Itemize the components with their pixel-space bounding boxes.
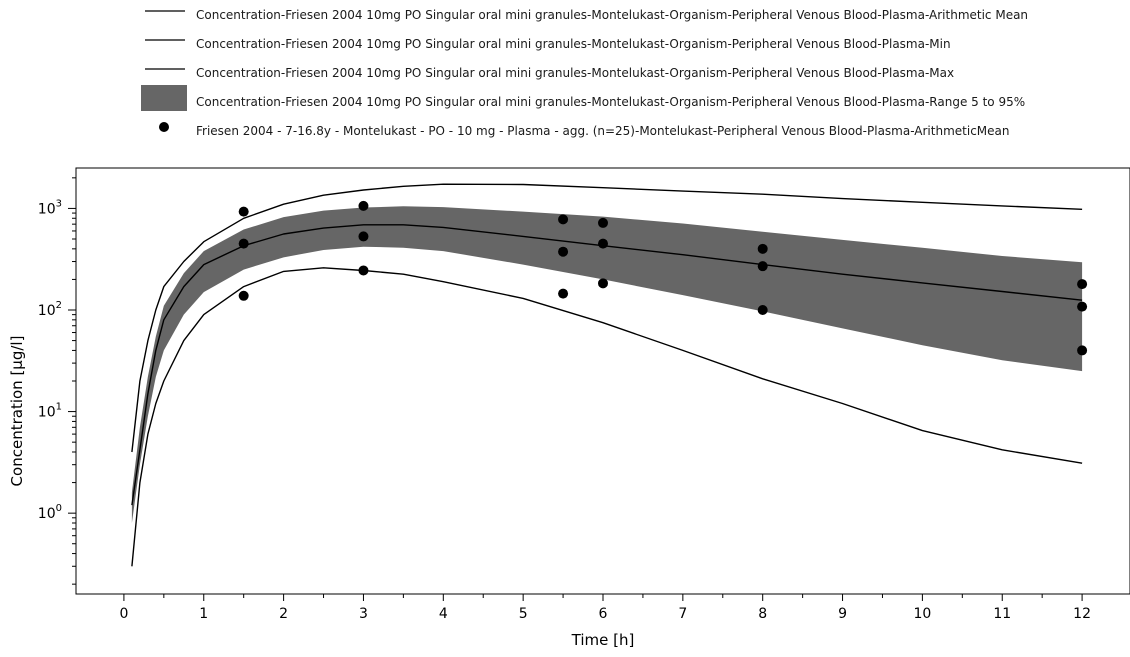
observed-data-point [1077, 279, 1088, 290]
legend-entry: Concentration-Friesen 2004 10mg PO Singu… [141, 85, 1025, 111]
x-tick-label: 10 [913, 606, 931, 622]
x-axis-label: Time [h] [571, 631, 635, 649]
y-axis-label: Concentration [µg/l] [8, 336, 26, 487]
legend-entry: Concentration-Friesen 2004 10mg PO Singu… [145, 66, 954, 80]
x-tick-label: 11 [993, 606, 1011, 622]
observed-data-point [238, 290, 249, 301]
y-tick-label: 103 [38, 198, 62, 217]
legend-label: Concentration-Friesen 2004 10mg PO Singu… [196, 8, 1028, 22]
y-tick-exponent: 2 [56, 300, 62, 311]
x-axis: 0 1 2 3 4 5 6 7 8 9 10 11 12 [76, 593, 1130, 622]
legend: Concentration-Friesen 2004 10mg PO Singu… [141, 8, 1028, 138]
y-tick-base: 10 [38, 506, 56, 522]
x-tick-label: 3 [359, 606, 368, 622]
x-tick-label: 12 [1073, 606, 1091, 622]
observed-data-point [358, 231, 369, 242]
x-tick-label: 6 [599, 606, 608, 622]
legend-entry: Friesen 2004 - 7-16.8y - Montelukast - P… [159, 122, 1009, 138]
range-band-layer [131, 206, 1083, 523]
plot-area [75, 167, 1130, 595]
y-tick-base: 10 [38, 201, 56, 217]
observed-data-point [1077, 345, 1088, 356]
observed-data-point [558, 288, 569, 299]
y-tick-base: 10 [38, 303, 56, 319]
legend-label: Concentration-Friesen 2004 10mg PO Singu… [196, 66, 954, 80]
x-tick-label: 2 [279, 606, 288, 622]
x-tick-label: 9 [838, 606, 847, 622]
observed-data-point [358, 200, 369, 211]
y-tick-exponent: 1 [56, 402, 62, 413]
observed-data-point [757, 261, 768, 272]
range-5-95-band [131, 206, 1083, 523]
y-tick-label: 100 [38, 503, 62, 522]
observed-data-point [238, 206, 249, 217]
y-tick-label: 102 [38, 300, 62, 319]
x-tick-label: 5 [519, 606, 528, 622]
observed-data-point [598, 238, 608, 249]
x-tick-label: 7 [678, 606, 687, 622]
observed-data-point [598, 217, 608, 228]
observed-data-point [558, 214, 569, 225]
observed-data-point [358, 265, 369, 276]
legend-entry: Concentration-Friesen 2004 10mg PO Singu… [145, 37, 951, 51]
mean-line [131, 224, 1083, 506]
y-tick-label: 101 [38, 402, 62, 421]
legend-label: Friesen 2004 - 7-16.8y - Montelukast - P… [196, 124, 1009, 138]
observed-data-point [757, 305, 768, 315]
max-line [131, 183, 1083, 453]
observed-data-point [1077, 301, 1088, 312]
y-tick-base: 10 [38, 405, 56, 421]
x-tick-label: 1 [199, 606, 208, 622]
x-tick-label: 0 [119, 606, 128, 622]
x-tick-label: 8 [758, 606, 767, 622]
y-tick-exponent: 3 [56, 198, 62, 209]
observed-data-point [757, 243, 768, 254]
legend-entry: Concentration-Friesen 2004 10mg PO Singu… [145, 8, 1028, 22]
legend-label: Concentration-Friesen 2004 10mg PO Singu… [196, 95, 1025, 109]
observed-data-point [598, 278, 608, 289]
observed-data-point [238, 238, 249, 249]
legend-label: Concentration-Friesen 2004 10mg PO Singu… [196, 37, 951, 51]
x-tick-label: 4 [439, 606, 448, 622]
y-tick-exponent: 0 [56, 503, 62, 514]
observed-markers-layer [238, 200, 1088, 356]
observed-data-point [558, 246, 569, 257]
legend-marker-swatch [159, 122, 169, 132]
legend-band-swatch [141, 85, 187, 111]
